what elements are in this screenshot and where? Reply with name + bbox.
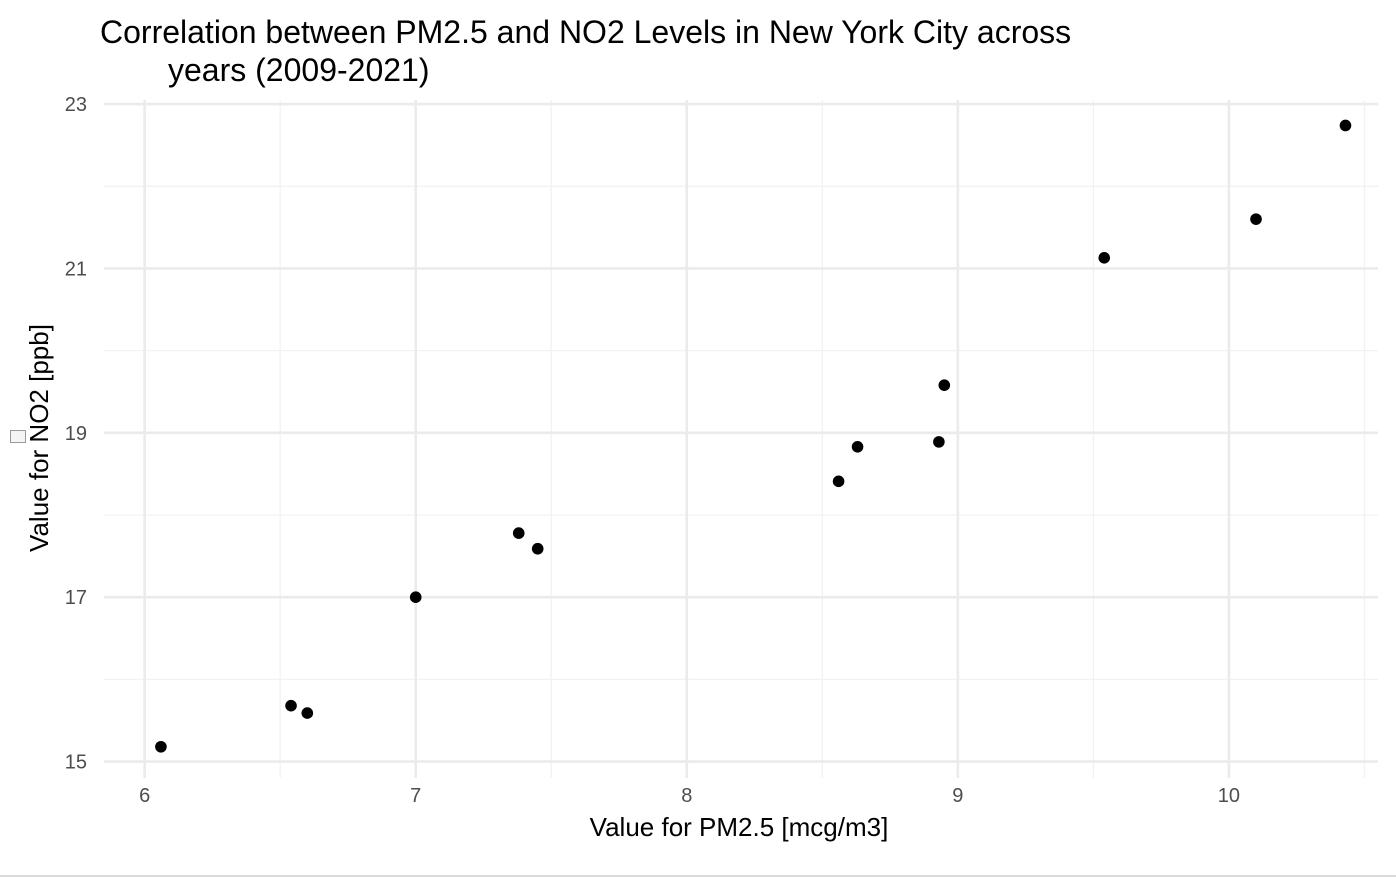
x-tick-label: 8 [681, 785, 692, 807]
data-points [155, 119, 1352, 753]
chart-title-line-2: years (2009-2021) [168, 52, 429, 88]
x-tick-label: 9 [952, 785, 963, 807]
scatter-point [851, 441, 864, 453]
x-axis-title: Value for PM2.5 [mcg/m3] [590, 812, 889, 842]
x-tick-labels: 6 7 8 9 10 [139, 785, 1240, 807]
y-tick-label: 23 [65, 94, 87, 116]
scatter-point [1250, 213, 1262, 225]
scatter-point [1098, 251, 1111, 264]
scatter-point [531, 542, 544, 555]
scatter-point [512, 527, 525, 539]
scatter-point [285, 699, 297, 712]
x-tick-label: 6 [139, 785, 150, 807]
scatter-point [933, 436, 945, 448]
y-tick-labels: 15 17 19 21 23 [65, 94, 87, 773]
x-tick-label: 7 [410, 785, 421, 807]
scatter-point [409, 591, 422, 603]
scatter-point [155, 740, 167, 753]
scatter-point [832, 475, 845, 488]
scatter-point [1339, 119, 1352, 132]
bottom-divider [0, 875, 1396, 877]
minor-gridlines [104, 100, 1378, 778]
y-tick-label: 15 [65, 752, 87, 774]
y-tick-label: 19 [65, 423, 87, 445]
y-tick-label: 17 [65, 587, 87, 609]
y-tick-label: 21 [65, 258, 87, 280]
scatter-point [938, 379, 951, 391]
y-axis-title: Value for NO2 [ppb] [24, 324, 54, 552]
chart-title-line-1: Correlation between PM2.5 and NO2 Levels… [100, 14, 1071, 50]
resize-handle[interactable] [10, 430, 26, 443]
x-tick-label: 10 [1218, 785, 1240, 807]
scatter-point [301, 707, 314, 719]
major-gridlines [104, 100, 1378, 778]
